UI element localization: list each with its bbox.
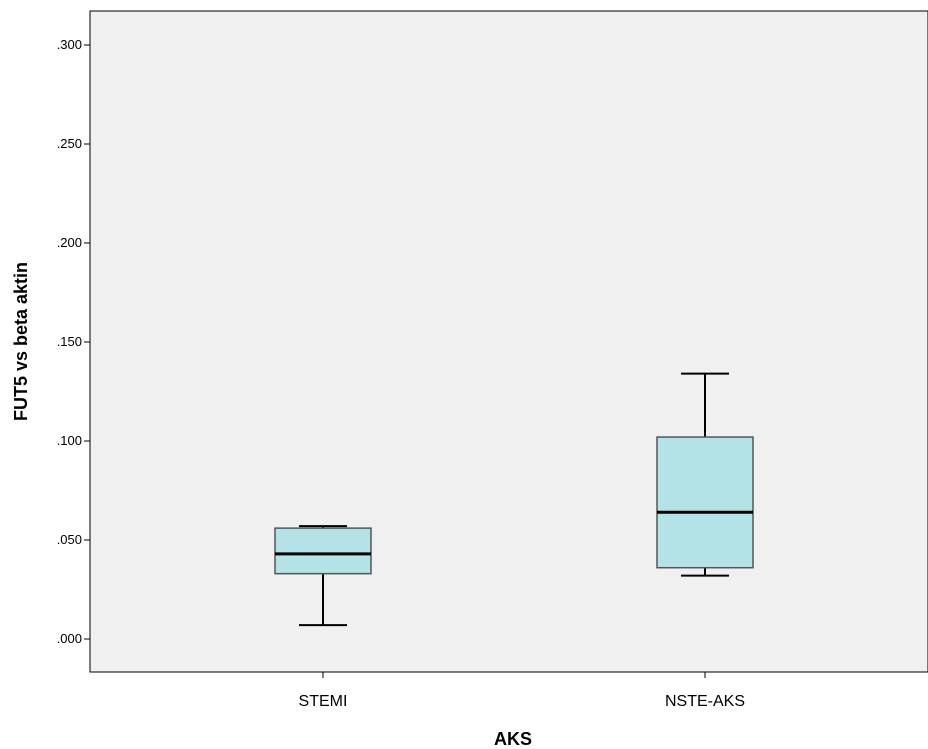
box-nste-aks bbox=[656, 372, 754, 577]
x-axis-title: AKS bbox=[494, 729, 532, 749]
y-tick-label: .050 bbox=[57, 532, 82, 547]
iqr-box bbox=[656, 436, 754, 569]
y-tick-label: .250 bbox=[57, 136, 82, 151]
iqr-box bbox=[274, 527, 372, 575]
y-tick-label: .150 bbox=[57, 334, 82, 349]
y-axis-title: FUT5 vs beta aktin bbox=[11, 262, 31, 421]
box-stemi bbox=[274, 525, 372, 627]
boxes bbox=[274, 372, 754, 627]
y-tick-label: .300 bbox=[57, 37, 82, 52]
y-axis: .000 .050 .100 .150 .200 .250 .300 bbox=[57, 37, 90, 646]
y-tick-label: .200 bbox=[57, 235, 82, 250]
y-tick-label: .100 bbox=[57, 433, 82, 448]
plot-area bbox=[89, 10, 928, 673]
y-tick-label: .000 bbox=[57, 631, 82, 646]
x-axis: STEMI NSTE-AKS bbox=[299, 672, 745, 710]
x-tick-label: NSTE-AKS bbox=[665, 693, 745, 710]
x-tick-label: STEMI bbox=[299, 693, 348, 710]
